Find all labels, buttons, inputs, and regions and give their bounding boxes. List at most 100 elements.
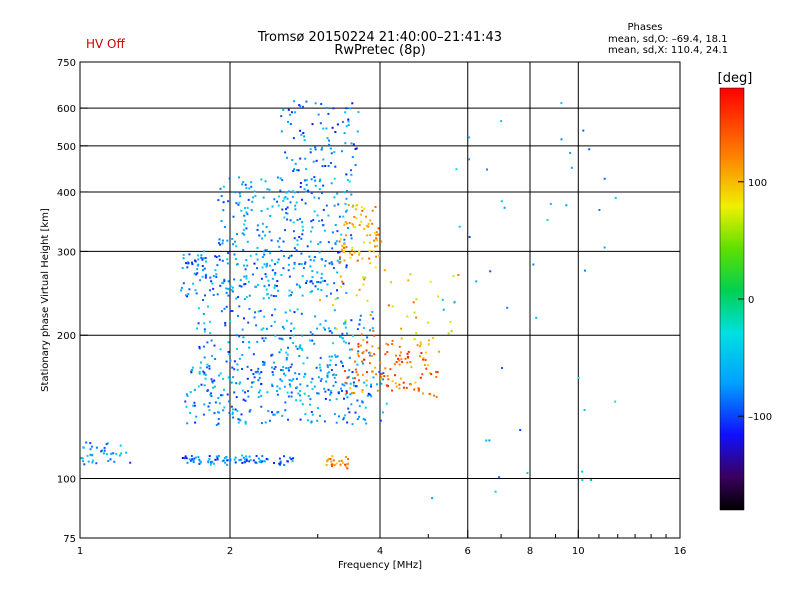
data-point (467, 136, 470, 139)
data-point (347, 118, 350, 121)
data-point (340, 233, 343, 236)
data-point (346, 467, 349, 470)
data-point (242, 336, 245, 339)
data-point (230, 381, 233, 384)
data-point (420, 352, 423, 355)
data-point (458, 225, 461, 228)
data-point (262, 196, 265, 199)
data-point (246, 240, 249, 243)
data-point (239, 381, 242, 384)
data-point (387, 343, 390, 346)
data-point (208, 458, 211, 460)
data-point (283, 463, 286, 466)
data-point (347, 458, 349, 461)
data-point (274, 334, 277, 337)
data-point (485, 439, 488, 442)
data-point (232, 416, 235, 419)
x-tick-label: 2 (227, 546, 233, 557)
data-point (345, 210, 347, 213)
data-point (359, 318, 362, 321)
data-point (350, 403, 353, 406)
data-point (222, 378, 225, 380)
data-point (494, 490, 497, 493)
data-point (244, 399, 247, 402)
data-point (229, 320, 231, 323)
data-point (200, 361, 202, 364)
data-point (210, 392, 212, 395)
data-point (344, 456, 347, 458)
data-point (303, 375, 305, 378)
data-point (243, 298, 246, 301)
data-point (263, 460, 266, 463)
data-point (296, 191, 299, 194)
data-point (335, 374, 338, 376)
y-tick-label: 75 (63, 534, 76, 545)
data-point (103, 449, 106, 452)
data-point (361, 389, 364, 391)
data-point (294, 372, 297, 375)
data-point (387, 304, 390, 307)
data-point (581, 479, 584, 482)
data-point (304, 157, 307, 160)
data-point (343, 223, 346, 226)
data-point (302, 267, 305, 269)
data-point (342, 365, 344, 368)
data-point (291, 460, 294, 462)
data-point (344, 341, 347, 344)
data-point (230, 405, 233, 408)
data-point (263, 339, 265, 342)
data-point (332, 373, 335, 376)
data-point (212, 462, 215, 465)
data-point (281, 325, 284, 328)
data-point (274, 263, 276, 266)
data-point (240, 413, 243, 416)
data-point (345, 222, 348, 225)
data-point (318, 251, 321, 254)
data-point (232, 376, 235, 379)
data-point (265, 327, 268, 330)
data-point (290, 363, 293, 366)
data-point (468, 236, 471, 238)
data-point (352, 204, 355, 207)
data-point (293, 311, 296, 314)
data-point (347, 407, 350, 410)
data-point (319, 178, 322, 181)
data-point (223, 457, 226, 459)
data-point (311, 339, 314, 342)
data-point (196, 264, 199, 267)
data-point (384, 353, 387, 356)
data-point (206, 366, 208, 369)
data-point (299, 105, 302, 108)
data-point (208, 402, 211, 405)
data-point (302, 362, 305, 365)
data-point (266, 262, 269, 265)
data-point (258, 376, 261, 379)
data-point (402, 381, 405, 384)
data-point (220, 220, 223, 222)
data-point (203, 250, 205, 253)
data-point (261, 256, 264, 258)
data-point (320, 289, 323, 291)
data-point (343, 191, 346, 193)
data-point (276, 240, 279, 243)
data-point (373, 353, 376, 356)
data-point (214, 458, 217, 461)
data-point (345, 391, 348, 394)
data-point (303, 262, 306, 265)
data-point (245, 277, 248, 280)
data-point (288, 383, 291, 386)
data-point (354, 208, 357, 211)
data-point (196, 268, 199, 271)
data-point (398, 345, 401, 348)
data-point (354, 411, 357, 414)
data-point (248, 346, 251, 349)
data-point (342, 120, 344, 123)
data-point (412, 301, 415, 304)
data-point (260, 178, 263, 181)
data-point (351, 102, 354, 105)
data-point (242, 181, 245, 184)
data-point (252, 373, 255, 375)
data-point (318, 363, 321, 366)
data-point (398, 354, 401, 357)
data-point (532, 263, 535, 266)
